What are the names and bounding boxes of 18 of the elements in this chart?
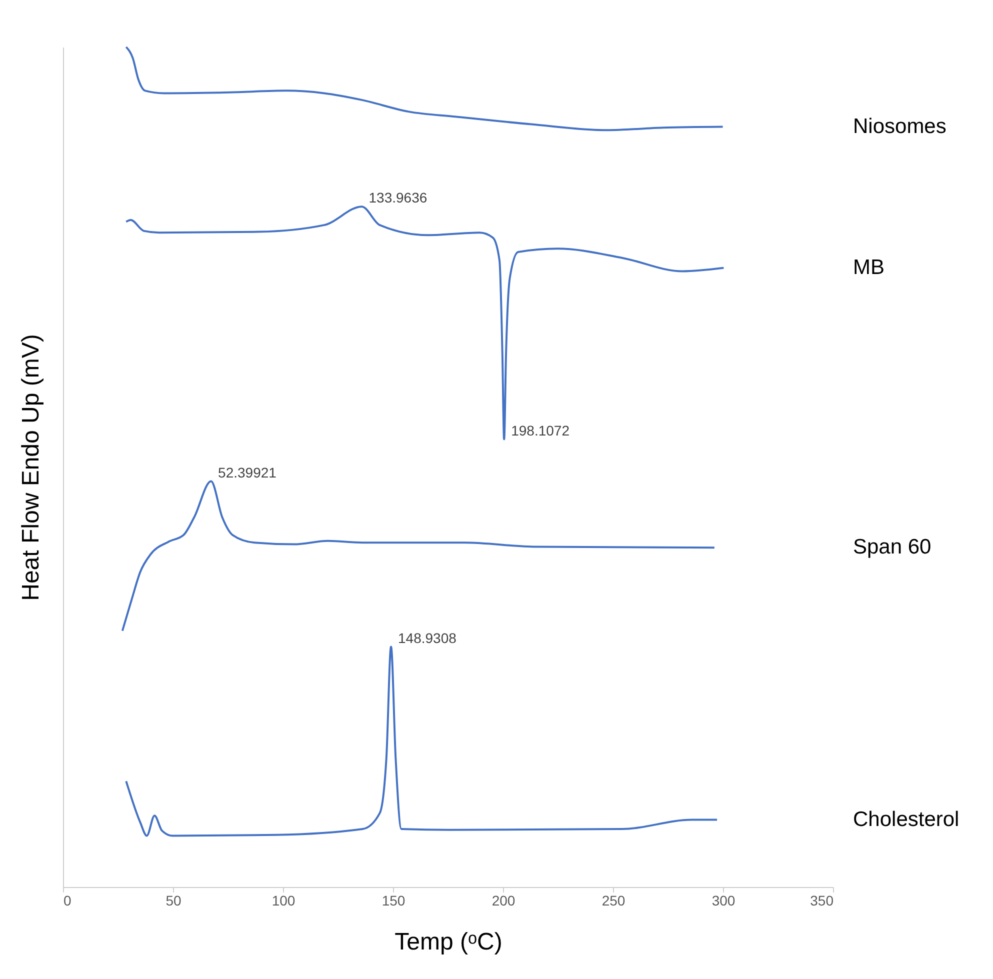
x-tick-label: 350 [810, 892, 834, 908]
x-axis-title: Temp (ᵒC) [394, 928, 502, 956]
text: Niosomes [853, 114, 946, 138]
x-tick-label: 200 [492, 892, 516, 908]
text: Cholesterol [853, 808, 960, 831]
x-tick-label: 0 [64, 892, 72, 908]
x-tick-label: 100 [272, 892, 296, 908]
x-tick-label: 300 [712, 892, 736, 908]
annotation: 198.1072 [511, 422, 570, 438]
y-axis-title: Heat Flow Endo Up (mV) [18, 334, 44, 601]
text: MB [853, 256, 884, 279]
text: Span 60 [853, 536, 932, 559]
x-tick-label: 50 [166, 892, 182, 908]
annotation: 52.39921 [218, 464, 277, 480]
x-tick-label: 150 [382, 892, 406, 908]
annotation: 133.9636 [368, 190, 428, 206]
annotation: 148.9308 [398, 630, 457, 646]
x-tick-label: 250 [602, 892, 626, 908]
